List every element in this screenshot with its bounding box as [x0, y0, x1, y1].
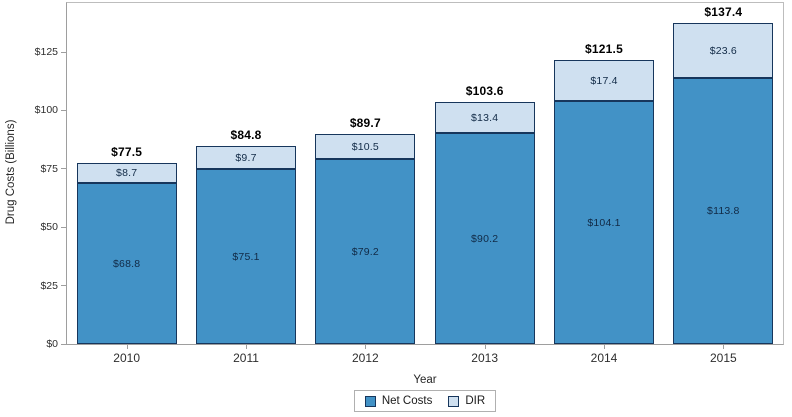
- y-tick-label: $100: [34, 104, 58, 117]
- x-tick-mark: [246, 345, 247, 349]
- x-tick-mark: [604, 345, 605, 349]
- dir-segment: $13.4: [434, 102, 535, 133]
- x-tick-label-2011: 2011: [233, 351, 259, 365]
- y-tick-label: $50: [40, 221, 58, 234]
- y-tick-mark: [61, 109, 66, 111]
- bar-2015: $113.8 $23.6 $137.4: [673, 5, 774, 344]
- y-tick-mark: [61, 168, 66, 170]
- dir-swatch-icon: [448, 395, 460, 407]
- y-tick-mark: [61, 343, 66, 345]
- legend: Net Costs DIR: [66, 390, 784, 412]
- dir-segment: $17.4: [554, 60, 654, 101]
- x-axis-title: Year: [413, 374, 437, 386]
- total-value-label: $137.4: [704, 5, 743, 19]
- dir-value-label: $17.4: [590, 74, 618, 87]
- legend-label-dir: DIR: [465, 395, 486, 407]
- x-tick-mark: [484, 345, 486, 349]
- y-tick-label: $125: [34, 46, 58, 59]
- legend-box: Net Costs DIR: [353, 390, 497, 412]
- dir-value-label: $10.5: [351, 140, 379, 153]
- y-tick-mark: [61, 51, 66, 53]
- total-value-label: $77.5: [111, 145, 143, 159]
- net-costs-segment: $90.2: [434, 133, 535, 344]
- net-costs-swatch-icon: [364, 395, 376, 407]
- net-costs-segment: $113.8: [673, 78, 774, 344]
- net-costs-value-label: $75.1: [232, 250, 260, 263]
- net-costs-value-label: $68.8: [113, 257, 141, 270]
- dir-segment: $9.7: [196, 146, 296, 169]
- x-tick-mark: [365, 345, 367, 349]
- plot-area: $68.8 $8.7 $77.5 $75.1 $9.7 $84.8 $79.2 $10.5 $8…: [66, 2, 784, 345]
- net-costs-value-label: $79.2: [351, 245, 379, 258]
- bar-2013: $90.2 $13.4 $103.6: [434, 84, 535, 344]
- net-costs-value-label: $104.1: [587, 216, 621, 229]
- y-tick-mark: [61, 226, 66, 228]
- y-tick-label: $0: [46, 338, 58, 350]
- net-costs-segment: $104.1: [554, 101, 654, 344]
- y-tick-label: $25: [40, 279, 58, 292]
- dir-value-label: $9.7: [235, 151, 257, 164]
- legend-item-net-costs: Net Costs: [364, 395, 433, 407]
- dir-segment: $8.7: [76, 163, 177, 183]
- legend-item-dir: DIR: [448, 395, 485, 407]
- total-value-label: $121.5: [585, 42, 623, 56]
- net-costs-segment: $68.8: [76, 183, 177, 344]
- x-tick-label-2010: 2010: [113, 351, 140, 365]
- dir-segment: $10.5: [315, 134, 416, 159]
- dir-value-label: $8.7: [116, 167, 138, 179]
- legend-label-net-costs: Net Costs: [381, 395, 433, 407]
- total-value-label: $103.6: [465, 84, 504, 98]
- net-costs-value-label: $113.8: [707, 205, 740, 217]
- net-costs-segment: $75.1: [196, 169, 296, 344]
- y-tick-mark: [61, 285, 66, 287]
- x-tick-label-2012: 2012: [351, 351, 379, 365]
- x-tick-mark: [723, 345, 725, 349]
- x-tick-label-2014: 2014: [590, 351, 618, 365]
- total-value-label: $84.8: [230, 128, 262, 142]
- net-costs-segment: $79.2: [315, 159, 416, 344]
- bar-2011: $75.1 $9.7 $84.8: [196, 128, 296, 344]
- bar-2010: $68.8 $8.7 $77.5: [76, 145, 177, 344]
- total-value-label: $89.7: [349, 116, 381, 130]
- x-tick-label-2013: 2013: [471, 351, 498, 365]
- x-tick-label-2015: 2015: [709, 351, 737, 365]
- net-costs-value-label: $90.2: [471, 232, 499, 245]
- bar-2012: $79.2 $10.5 $89.7: [315, 116, 416, 344]
- dir-value-label: $13.4: [471, 111, 499, 124]
- bar-2014: $104.1 $17.4 $121.5: [554, 42, 654, 344]
- x-tick-mark: [126, 345, 128, 349]
- dir-value-label: $23.6: [709, 44, 737, 57]
- y-tick-label: $75: [40, 162, 58, 175]
- dir-segment: $23.6: [673, 23, 774, 78]
